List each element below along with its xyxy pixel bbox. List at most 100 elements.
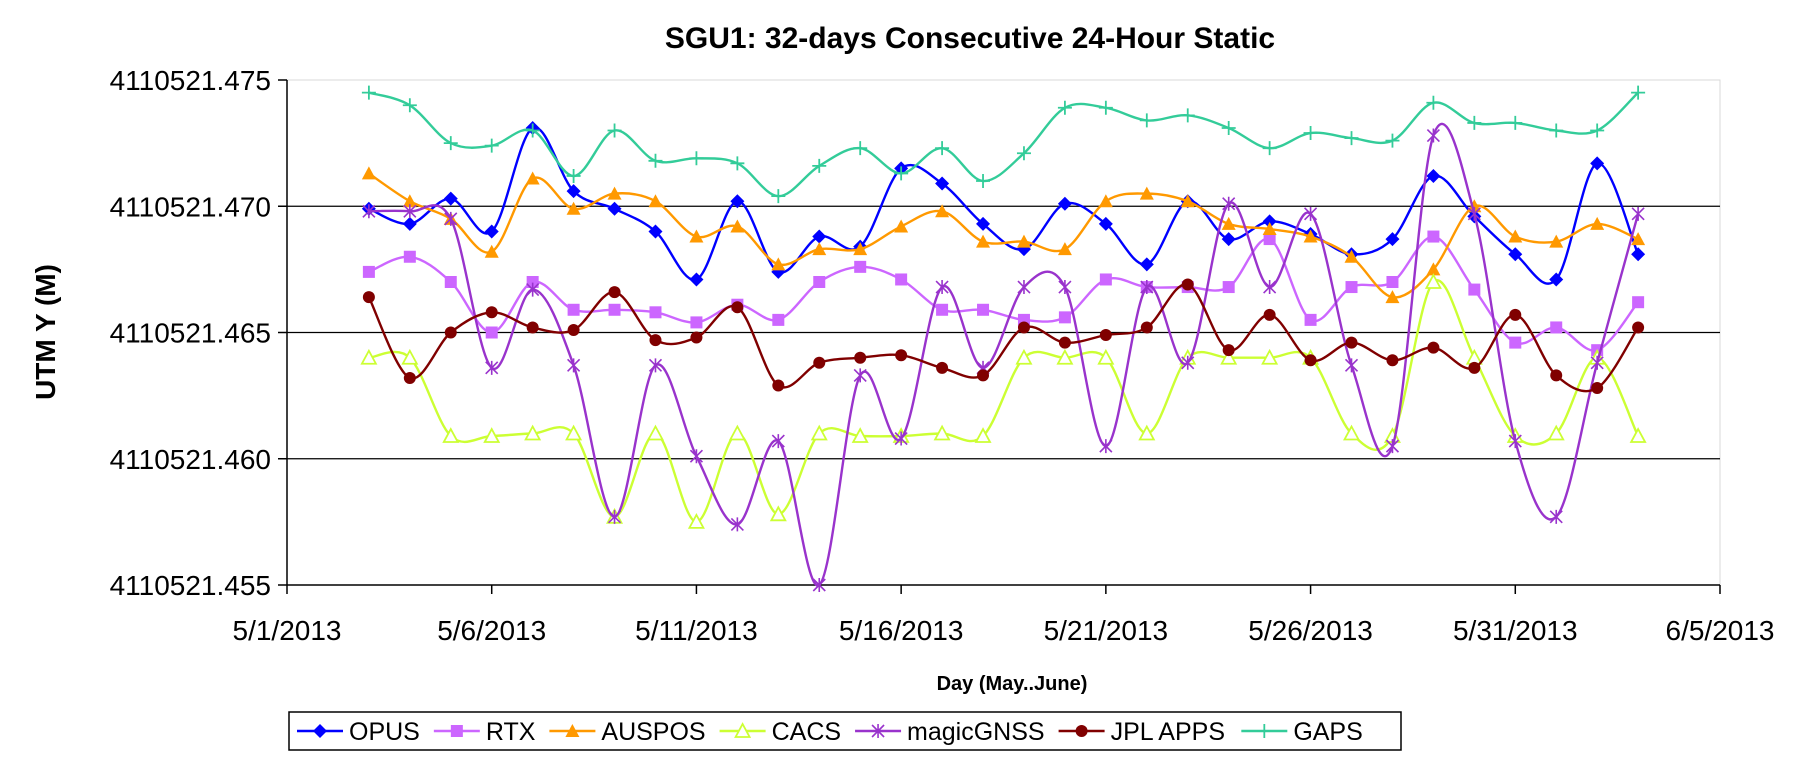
data-point-auspos	[853, 242, 868, 256]
data-point-auspos	[1221, 216, 1236, 230]
data-point-gaps	[607, 123, 622, 138]
series-group	[360, 85, 1647, 592]
data-point-cacs	[974, 427, 992, 443]
data-point-auspos	[648, 194, 663, 208]
axes	[286, 80, 1721, 594]
x-tick-label: 5/11/2013	[635, 615, 758, 646]
data-point-gaps	[1016, 146, 1031, 161]
x-tick-label: 5/1/2013	[233, 615, 342, 646]
data-point-jpl-apps	[526, 321, 539, 334]
data-point-rtx	[444, 276, 457, 288]
data-point-rtx	[854, 260, 867, 273]
data-point-jpl-apps	[362, 291, 375, 304]
data-point-auspos	[566, 201, 581, 215]
data-point-cacs	[1056, 348, 1074, 365]
data-point-auspos	[812, 242, 827, 256]
data-point-gaps	[1262, 141, 1277, 156]
data-point-gaps	[894, 166, 909, 181]
legend-item-jpl-apps: JPL APPS	[1058, 718, 1225, 746]
data-point-magicgnss	[689, 449, 703, 464]
legend-item-auspos: AUSPOS	[549, 718, 706, 746]
data-point-magicgnss	[362, 204, 376, 219]
data-point-jpl-apps	[772, 379, 785, 392]
data-point-jpl-apps	[567, 323, 580, 336]
data-point-opus	[1385, 232, 1400, 247]
data-point-opus	[1098, 216, 1113, 231]
legend-marker-opus	[313, 724, 327, 738]
data-point-jpl-apps	[403, 371, 416, 384]
data-point-gaps	[1139, 113, 1154, 128]
series-auspos	[361, 166, 1646, 304]
legend-label-magicgnss: magicGNSS	[907, 718, 1045, 746]
data-point-auspos	[1262, 221, 1277, 235]
data-point-cacs	[1424, 273, 1442, 289]
data-point-auspos	[976, 234, 991, 248]
data-point-gaps	[1508, 115, 1523, 130]
data-point-rtx	[1386, 276, 1399, 288]
data-point-cacs	[810, 424, 828, 441]
data-point-auspos	[484, 244, 499, 258]
data-point-gaps	[525, 123, 540, 138]
data-point-cacs	[1343, 424, 1361, 441]
data-point-auspos	[525, 171, 540, 185]
y-tick-label: 4110521.475	[110, 65, 271, 96]
data-point-opus	[1221, 232, 1236, 247]
data-point-cacs	[1138, 424, 1156, 441]
data-point-magicgnss	[771, 434, 785, 449]
data-point-auspos	[1139, 186, 1154, 200]
x-tick-label: 5/6/2013	[437, 615, 546, 646]
data-point-opus	[812, 229, 827, 244]
data-point-gaps	[730, 156, 745, 171]
legend-marker-rtx	[450, 725, 463, 737]
legend-item-opus: OPUS	[297, 718, 420, 746]
data-point-jpl-apps	[1304, 354, 1317, 367]
legend-label-gaps: GAPS	[1293, 718, 1362, 746]
data-point-gaps	[1590, 123, 1605, 138]
data-point-auspos	[1344, 249, 1359, 263]
data-point-gaps	[1344, 131, 1359, 146]
chart-title: SGU1: 32-days Consecutive 24-Hour Static	[665, 22, 1275, 55]
data-point-gaps	[1426, 95, 1441, 110]
legend-marker-auspos	[565, 724, 580, 737]
data-point-jpl-apps	[1140, 321, 1153, 334]
data-point-opus	[730, 194, 745, 209]
legend-marker-jpl-apps	[1075, 725, 1088, 737]
data-point-auspos	[402, 194, 417, 208]
series-gaps	[361, 85, 1646, 204]
legend: OPUS RTX AUSPOS CACS magicGNSS JPL APPS GAPS	[288, 711, 1402, 751]
data-point-auspos	[1180, 194, 1195, 208]
legend-marker-gaps	[1257, 724, 1272, 738]
data-point-magicgnss	[1017, 280, 1031, 295]
data-point-rtx	[690, 316, 703, 329]
data-point-cacs	[524, 424, 542, 441]
data-point-opus	[484, 224, 499, 239]
data-point-rtx	[1632, 296, 1645, 309]
data-point-gaps	[771, 189, 786, 204]
data-point-cacs	[1261, 348, 1279, 365]
data-point-auspos	[1385, 290, 1400, 304]
y-tick-label: 4110521.455	[110, 570, 271, 601]
data-point-magicgnss	[1631, 206, 1645, 221]
data-point-opus	[689, 272, 704, 287]
data-point-rtx	[567, 303, 580, 316]
data-point-gaps	[1385, 133, 1400, 148]
legend-label-cacs: CACS	[772, 718, 841, 746]
data-point-jpl-apps	[1632, 321, 1645, 334]
data-point-gaps	[689, 151, 704, 166]
data-point-jpl-apps	[936, 361, 949, 374]
legend-item-magicgnss: magicGNSS	[855, 718, 1045, 746]
data-point-gaps	[361, 85, 376, 100]
data-point-rtx	[485, 326, 498, 339]
data-point-rtx	[362, 265, 375, 278]
data-point-opus	[566, 184, 581, 199]
data-point-cacs	[483, 427, 501, 443]
data-point-cacs	[851, 427, 869, 443]
data-point-cacs	[1097, 348, 1115, 365]
x-tick-label: 5/31/2013	[1453, 615, 1578, 646]
data-point-magicgnss	[1304, 206, 1318, 221]
data-point-gaps	[1221, 120, 1236, 135]
data-point-rtx	[772, 313, 785, 326]
data-point-jpl-apps	[854, 351, 867, 364]
data-point-rtx	[1550, 321, 1563, 334]
data-point-gaps	[812, 158, 827, 173]
